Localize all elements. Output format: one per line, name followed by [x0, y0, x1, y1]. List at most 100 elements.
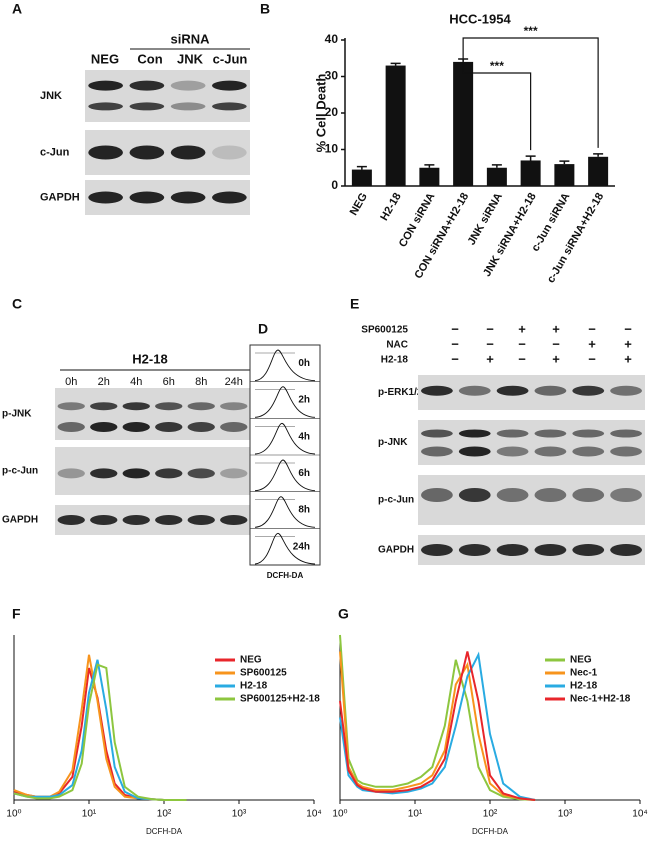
panel-letter: C [12, 296, 22, 312]
row-label: p-c-Jun [2, 466, 38, 477]
x-tick-label: 10² [157, 809, 172, 820]
histogram-curve [339, 634, 536, 801]
error-bar [356, 165, 367, 170]
mini-histogram [254, 496, 316, 528]
y-tick-label: 20 [325, 105, 339, 119]
x-tick-label: 10² [483, 809, 498, 820]
blot-band [496, 544, 529, 556]
significance-bracket [462, 37, 599, 148]
blot [55, 388, 250, 440]
blot-band [534, 544, 567, 556]
x-tick-label: 10⁰ [332, 809, 347, 820]
histogram-curve [13, 663, 187, 801]
treatment-sign: + [486, 351, 494, 366]
lane-label: c-Jun [213, 51, 248, 66]
legend-label: SP600125 [240, 668, 287, 679]
histogram-curve [339, 651, 536, 801]
bar [453, 61, 474, 186]
row-label: GAPDH [2, 515, 38, 526]
blot-band [220, 422, 248, 432]
mini-histogram [254, 349, 316, 382]
treatment-sign: + [624, 336, 632, 351]
blot-band [458, 385, 491, 396]
lane-label: NEG [91, 51, 119, 66]
blot-band [421, 544, 453, 556]
blot-band [122, 402, 150, 411]
row-label: GAPDH [378, 545, 414, 556]
x-tick-label: 10³ [558, 809, 573, 820]
histogram-curve [13, 667, 187, 801]
error-bar [559, 160, 570, 165]
blot-band [572, 429, 605, 438]
time-label: 4h [298, 431, 310, 442]
blot-band [129, 102, 165, 111]
blot-band [220, 402, 248, 411]
blot-band [88, 102, 123, 111]
x-tick-label: NEG [348, 191, 370, 218]
blot-band [572, 544, 605, 556]
x-tick-label: 10³ [232, 809, 247, 820]
bar [588, 156, 609, 186]
group-header: siRNA [170, 31, 210, 46]
blot-band [421, 446, 453, 457]
blot-band [57, 468, 85, 479]
histogram-curve [339, 651, 536, 801]
x-tick-label: 10¹ [408, 809, 423, 820]
bar [520, 160, 541, 186]
blot-band [90, 402, 118, 411]
time-label: 0h [298, 358, 310, 369]
blot-band [122, 422, 150, 432]
blot-band [129, 80, 165, 91]
blot-band [170, 102, 206, 111]
panel-letter: F [12, 606, 21, 622]
blot-band [212, 80, 247, 91]
blot-band [496, 446, 529, 457]
blot-band [534, 446, 567, 457]
y-axis-label: % Cell Death [313, 74, 328, 153]
axis-label: DCFH-DA [267, 571, 304, 580]
error-bar [525, 155, 536, 161]
blot-band [187, 422, 215, 432]
mini-histogram [254, 459, 316, 492]
y-tick-label: 40 [325, 32, 339, 46]
blot-band [534, 429, 567, 438]
treatment-label: H2-18 [381, 355, 409, 366]
treatment-sign: − [518, 336, 526, 351]
histogram-curve [13, 659, 187, 801]
x-tick-label: H2-18 [378, 191, 403, 223]
blot-band [90, 468, 118, 479]
legend-label: NEG [570, 655, 592, 666]
panel-letter: A [12, 1, 22, 17]
blot-band [421, 385, 453, 396]
x-tick-label: 10¹ [82, 809, 97, 820]
error-bar [491, 164, 502, 168]
treatment-label: SP600125 [361, 325, 408, 336]
row-label: JNK [40, 90, 62, 102]
error-bar [390, 62, 401, 66]
error-bar [424, 164, 435, 168]
row-label: c-Jun [40, 146, 70, 158]
bar [385, 65, 406, 186]
blot-band [610, 544, 642, 556]
blot-band [534, 488, 567, 502]
x-tick-label: 10⁰ [6, 809, 21, 820]
time-label: 2h [298, 395, 310, 406]
treatment-sign: − [451, 336, 459, 351]
mini-histogram [254, 422, 316, 455]
treatment-sign: − [552, 336, 560, 351]
treatment-sign: − [588, 321, 596, 336]
blot-band [187, 515, 215, 525]
blot [418, 420, 645, 465]
blot-band [458, 446, 491, 457]
blot-band [496, 385, 529, 396]
blot-band [572, 488, 605, 502]
treatment-sign: − [451, 351, 459, 366]
panel-letter: G [338, 606, 349, 622]
bar [419, 167, 440, 186]
treatment-sign: + [552, 351, 560, 366]
blot-band [170, 191, 206, 204]
treatment-label: NAC [386, 340, 408, 351]
blot-band [212, 102, 247, 111]
significance-label: *** [524, 24, 538, 38]
